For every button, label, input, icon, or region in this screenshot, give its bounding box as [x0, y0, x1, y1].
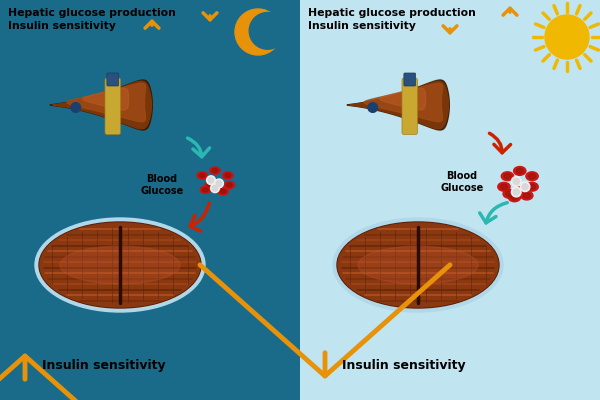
- Ellipse shape: [60, 246, 180, 284]
- Circle shape: [545, 15, 589, 59]
- FancyBboxPatch shape: [404, 73, 416, 86]
- Circle shape: [211, 184, 220, 192]
- Polygon shape: [364, 83, 443, 122]
- Ellipse shape: [333, 218, 503, 312]
- Ellipse shape: [337, 222, 499, 308]
- Ellipse shape: [506, 191, 513, 196]
- Text: Insulin sensitivity: Insulin sensitivity: [342, 360, 466, 372]
- Circle shape: [511, 187, 521, 197]
- Ellipse shape: [40, 223, 200, 307]
- Ellipse shape: [529, 184, 536, 189]
- Ellipse shape: [223, 172, 233, 179]
- Circle shape: [513, 178, 520, 184]
- Circle shape: [513, 189, 520, 195]
- Ellipse shape: [218, 188, 228, 195]
- Text: Blood
Glucose: Blood Glucose: [140, 174, 184, 196]
- Ellipse shape: [526, 172, 538, 181]
- Ellipse shape: [200, 186, 211, 194]
- Ellipse shape: [498, 182, 510, 191]
- Ellipse shape: [197, 172, 208, 179]
- Circle shape: [368, 103, 377, 112]
- Circle shape: [208, 177, 214, 183]
- Ellipse shape: [529, 174, 536, 179]
- Circle shape: [215, 179, 223, 188]
- Ellipse shape: [516, 168, 523, 174]
- Ellipse shape: [508, 193, 521, 202]
- Ellipse shape: [501, 172, 514, 181]
- Text: Blood
Glucose: Blood Glucose: [440, 171, 484, 193]
- Circle shape: [511, 177, 521, 186]
- Text: Insulin sensitivity: Insulin sensitivity: [308, 21, 416, 31]
- Ellipse shape: [208, 183, 213, 187]
- Ellipse shape: [199, 173, 205, 178]
- Polygon shape: [53, 81, 151, 129]
- Ellipse shape: [205, 181, 215, 189]
- Circle shape: [235, 9, 281, 55]
- Polygon shape: [50, 80, 152, 130]
- Text: Hepatic glucose production: Hepatic glucose production: [8, 8, 176, 18]
- Circle shape: [206, 176, 215, 185]
- FancyArrowPatch shape: [490, 133, 511, 153]
- Text: Insulin sensitivity: Insulin sensitivity: [8, 21, 116, 31]
- Circle shape: [249, 12, 286, 49]
- FancyArrowPatch shape: [190, 203, 209, 231]
- Polygon shape: [380, 88, 425, 110]
- Ellipse shape: [500, 184, 508, 189]
- Ellipse shape: [504, 174, 511, 179]
- Ellipse shape: [503, 190, 515, 198]
- Polygon shape: [67, 83, 146, 122]
- FancyBboxPatch shape: [105, 78, 121, 134]
- Ellipse shape: [212, 169, 218, 173]
- Ellipse shape: [511, 195, 518, 200]
- Ellipse shape: [225, 173, 230, 178]
- Ellipse shape: [515, 184, 527, 193]
- FancyArrowPatch shape: [480, 203, 507, 223]
- Ellipse shape: [39, 222, 201, 308]
- FancyBboxPatch shape: [402, 78, 418, 134]
- Circle shape: [71, 103, 80, 112]
- Circle shape: [522, 184, 528, 190]
- Ellipse shape: [227, 183, 232, 187]
- Ellipse shape: [358, 246, 478, 284]
- FancyArrowPatch shape: [188, 138, 209, 157]
- Ellipse shape: [210, 167, 220, 174]
- Ellipse shape: [203, 188, 208, 192]
- Ellipse shape: [518, 186, 525, 191]
- Ellipse shape: [338, 223, 498, 307]
- Ellipse shape: [521, 191, 533, 200]
- Ellipse shape: [35, 218, 205, 312]
- Ellipse shape: [224, 181, 235, 189]
- Polygon shape: [347, 80, 449, 130]
- Ellipse shape: [514, 166, 526, 175]
- Text: Insulin sensitivity: Insulin sensitivity: [42, 360, 166, 372]
- Polygon shape: [350, 81, 448, 129]
- Bar: [300, 0, 600, 400]
- Ellipse shape: [220, 189, 226, 194]
- Ellipse shape: [526, 182, 538, 191]
- FancyBboxPatch shape: [107, 73, 119, 86]
- Circle shape: [216, 181, 222, 186]
- Circle shape: [520, 182, 530, 192]
- Ellipse shape: [523, 193, 530, 198]
- Bar: [0, 0, 300, 400]
- Circle shape: [212, 185, 218, 191]
- Polygon shape: [83, 88, 128, 110]
- Text: Hepatic glucose production: Hepatic glucose production: [308, 8, 476, 18]
